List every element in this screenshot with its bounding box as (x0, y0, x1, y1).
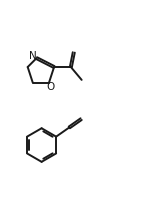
Text: N: N (29, 51, 37, 61)
Text: O: O (46, 82, 55, 92)
